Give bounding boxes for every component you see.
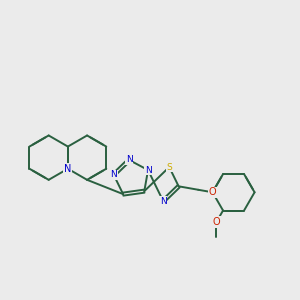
Text: O: O bbox=[212, 217, 220, 227]
Text: O: O bbox=[209, 187, 216, 197]
Text: N: N bbox=[145, 166, 152, 175]
Text: N: N bbox=[126, 155, 133, 164]
Text: S: S bbox=[167, 163, 172, 172]
Text: N: N bbox=[64, 164, 72, 174]
Text: N: N bbox=[110, 170, 117, 179]
Text: N: N bbox=[160, 197, 166, 206]
